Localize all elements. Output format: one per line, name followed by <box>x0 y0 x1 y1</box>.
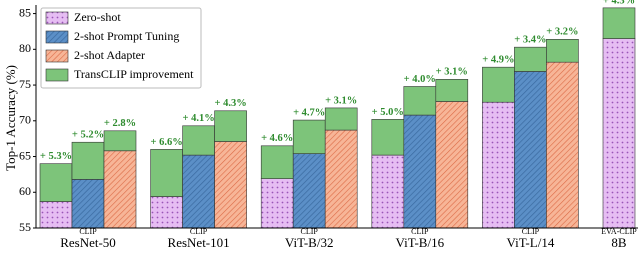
legend-label: TransCLIP improvement <box>74 67 194 81</box>
y-axis-label: Top-1 Accuracy (%) <box>3 65 18 171</box>
y-tick-label: 85 <box>19 5 31 19</box>
x-tick-label: 8B <box>611 235 627 250</box>
value-label: + 3.2% <box>546 27 578 38</box>
value-label: + 4.1% <box>182 113 214 124</box>
x-tick-label: ViT-B/32 <box>285 235 334 250</box>
legend-label: 2-shot Prompt Tuning <box>74 29 179 43</box>
bar-base <box>260 178 294 229</box>
y-tick-label: 70 <box>19 113 31 127</box>
bar-base <box>71 179 105 229</box>
x-tick-label: ResNet-101 <box>168 235 230 250</box>
y-tick-label: 75 <box>19 77 31 91</box>
bar-base <box>482 101 515 229</box>
bar-improvement <box>103 130 137 152</box>
bar-base <box>324 129 358 229</box>
bar-base <box>403 114 437 229</box>
legend-swatch <box>45 68 69 82</box>
value-label: + 5.3% <box>40 151 72 162</box>
bar-improvement <box>150 149 183 197</box>
x-tick-label: ViT-L/14 <box>506 235 554 250</box>
bar-base <box>39 201 73 229</box>
bar-improvement <box>324 107 358 131</box>
x-tick-label: ResNet-50 <box>60 235 116 250</box>
bar-base <box>371 154 405 229</box>
legend-swatch <box>45 49 69 63</box>
bar-base <box>150 196 183 229</box>
bar-improvement <box>546 39 579 63</box>
bar-improvement <box>371 119 405 156</box>
model-family-label: CLIP <box>190 227 208 236</box>
bar-improvement <box>182 125 215 156</box>
bar-improvement <box>71 141 105 180</box>
bar-improvement <box>39 163 73 202</box>
value-label: + 5.0% <box>372 107 404 118</box>
value-label: + 4.6% <box>261 133 293 144</box>
value-label: + 3.1% <box>436 67 468 78</box>
value-label: + 3.1% <box>325 95 357 106</box>
legend-label: 2-shot Adapter <box>74 48 145 62</box>
bar-improvement <box>435 79 469 102</box>
bar-improvement <box>482 66 515 103</box>
bar-improvement <box>602 7 636 39</box>
y-tick-label: 80 <box>19 41 31 55</box>
bar-improvement <box>214 110 247 142</box>
legend-label: Zero-shot <box>74 10 121 24</box>
bar-improvement <box>260 145 294 179</box>
value-label: + 4.9% <box>482 55 514 66</box>
legend-swatch <box>45 11 69 25</box>
value-label: + 4.7% <box>293 107 325 118</box>
bar-base <box>214 141 247 229</box>
bar-base <box>546 61 579 229</box>
y-tick-label: 60 <box>19 184 31 198</box>
model-family-label: CLIP <box>301 227 319 236</box>
bar-improvement <box>292 119 326 154</box>
value-label: + 2.8% <box>104 118 136 129</box>
value-label: + 4.0% <box>404 74 436 85</box>
model-family-label: CLIP <box>522 227 540 236</box>
value-label: + 4.3% <box>214 98 246 109</box>
legend-frame <box>40 7 202 89</box>
value-label: + 4.3% <box>603 0 635 6</box>
model-family-label: CLIP <box>79 227 97 236</box>
bar-base <box>514 71 547 229</box>
bar-base <box>292 153 326 229</box>
x-tick-label: ViT-B/16 <box>396 235 445 250</box>
bar-base <box>602 38 636 229</box>
value-label: + 6.6% <box>150 137 182 148</box>
legend-swatch <box>45 30 69 44</box>
bar-improvement <box>514 46 547 72</box>
bar-base <box>103 150 137 229</box>
value-label: + 3.4% <box>514 35 546 46</box>
model-family-label: CLIP <box>411 227 429 236</box>
y-tick-label: 55 <box>19 220 31 234</box>
bar-improvement <box>403 86 437 116</box>
bar-base <box>435 101 469 229</box>
bar-base <box>182 154 215 229</box>
model-family-label: EVA-CLIP <box>601 227 637 236</box>
y-tick-label: 65 <box>19 148 31 162</box>
value-label: + 5.2% <box>72 130 104 141</box>
